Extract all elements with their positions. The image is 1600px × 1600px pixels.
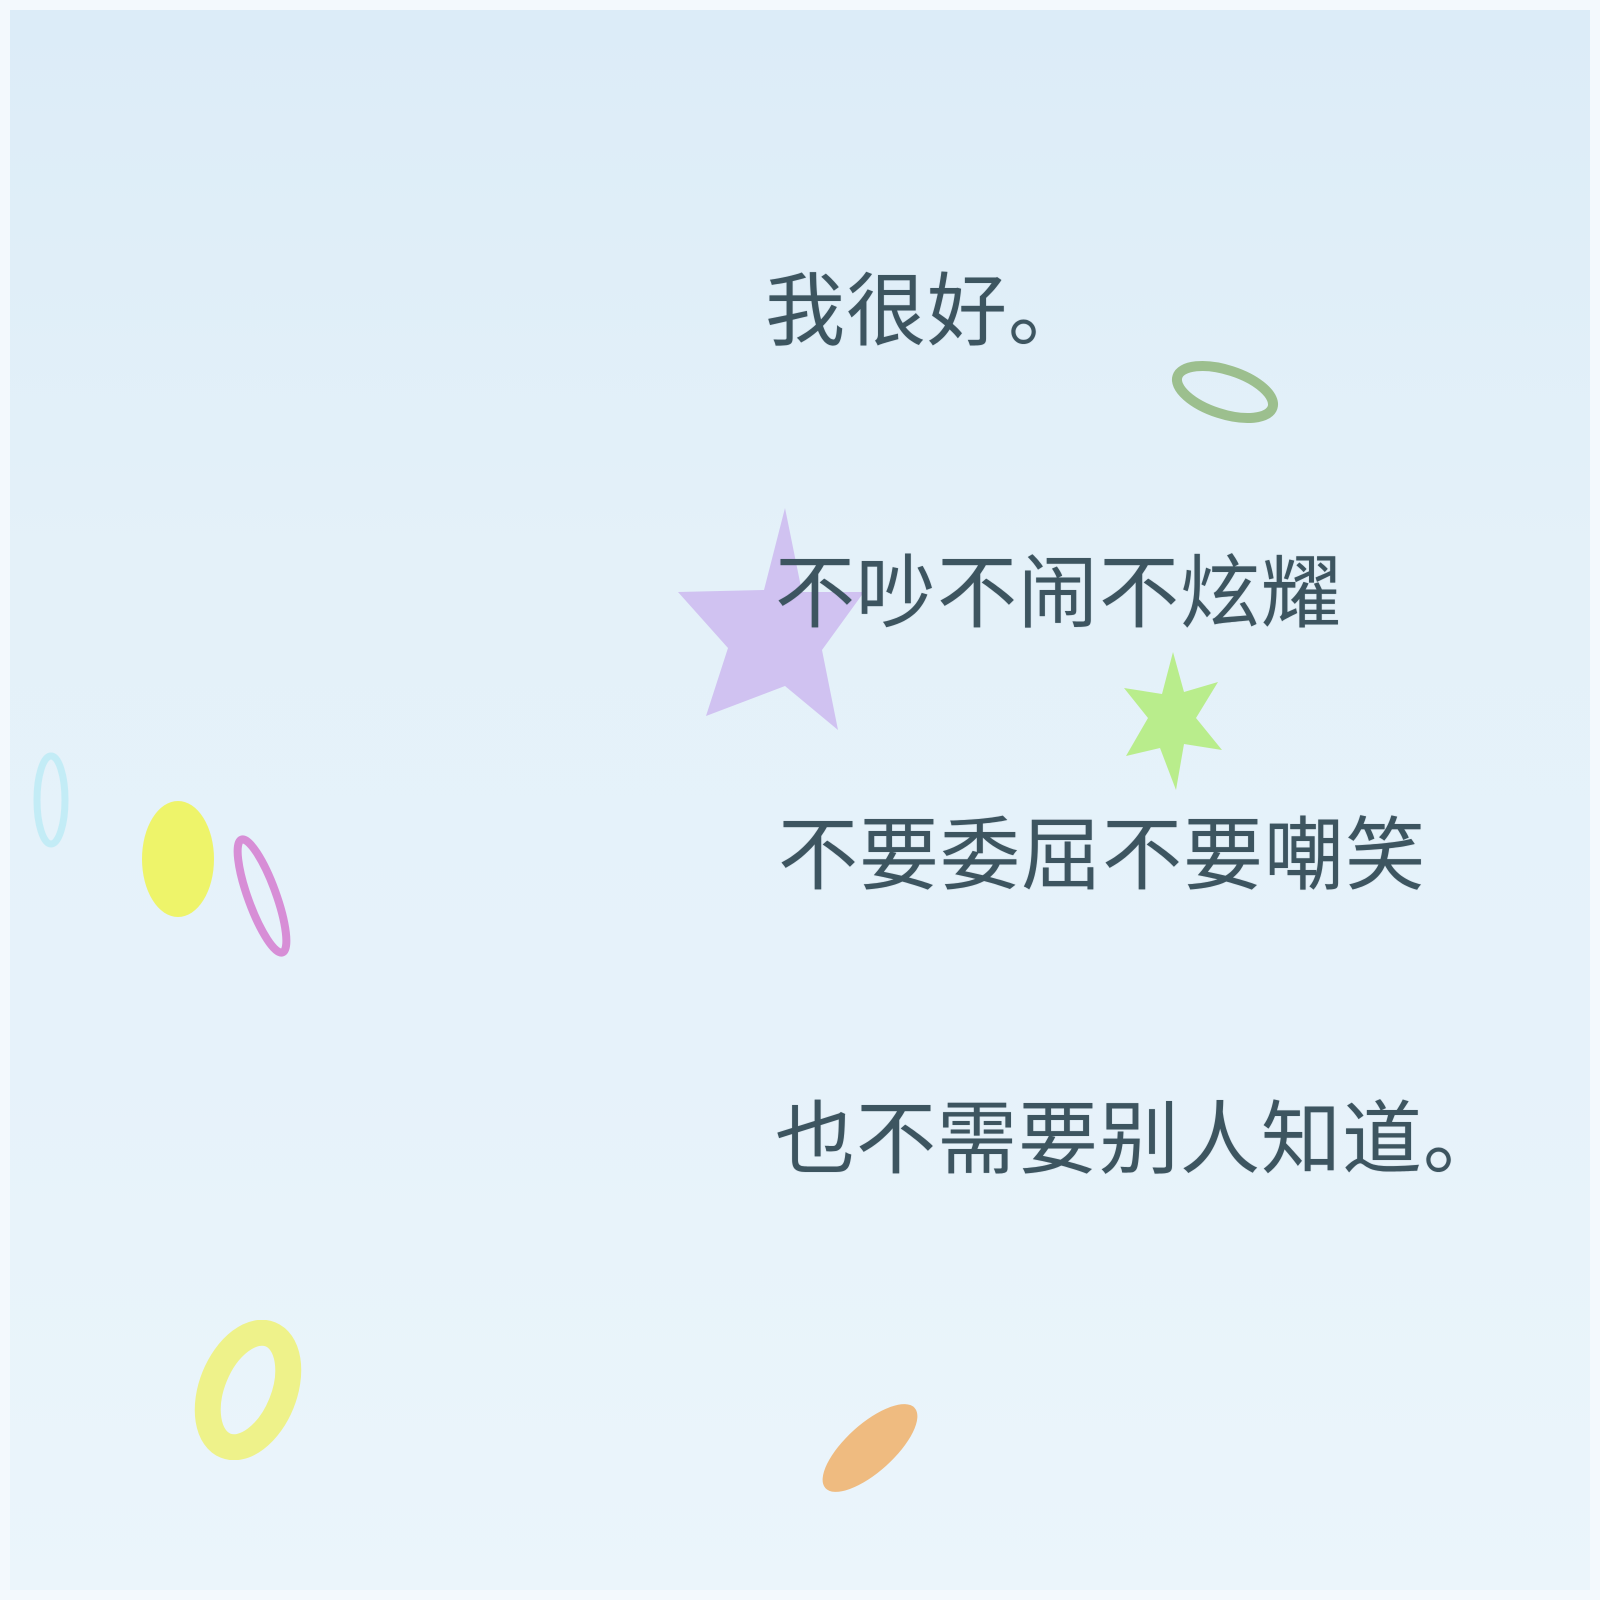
dot-yellow-icon xyxy=(142,801,214,917)
star-green-icon xyxy=(1124,652,1222,790)
ellipse-orange-icon xyxy=(822,1404,918,1492)
ring-green-icon xyxy=(1171,360,1279,424)
poem-line-4: 也不需要别人知道。 xyxy=(775,1093,1504,1186)
ring-cyan-icon xyxy=(33,752,69,848)
ring-pink-icon xyxy=(233,835,291,957)
ring-yellow-icon xyxy=(194,1320,302,1460)
poem-line-2: 不吵不闹不炫耀 xyxy=(775,547,1342,640)
poem-line-3: 不要委屈不要嘲笑 xyxy=(778,809,1426,902)
poem-line-1: 我很好。 xyxy=(765,265,1089,358)
